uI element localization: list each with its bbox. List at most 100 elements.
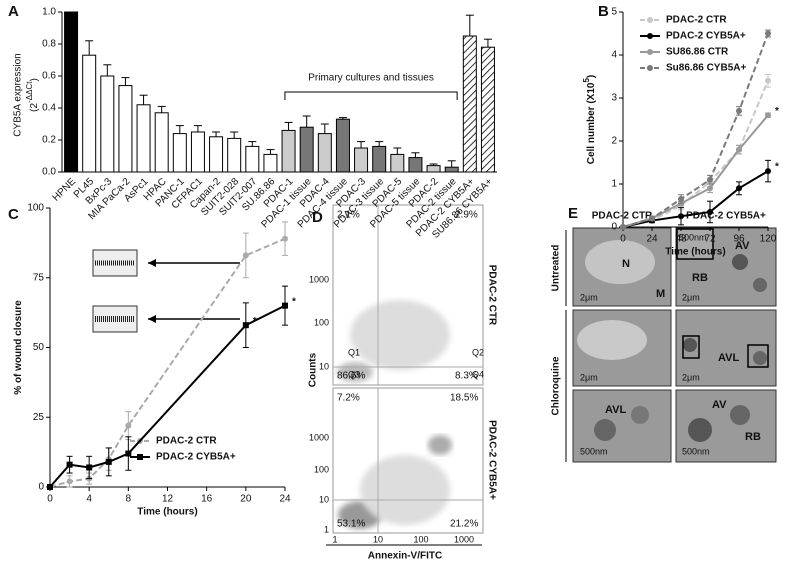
- legend-label: PDAC-2 CYB5A+: [156, 452, 236, 463]
- legend-label: PDAC-2 CYB5A+: [666, 31, 746, 42]
- quadrant-name: Q4: [472, 369, 484, 379]
- y-axis-title: Cell number (X105): [582, 75, 597, 165]
- bar: [480, 46, 495, 173]
- x-tick-label: 8: [126, 494, 132, 505]
- y-axis-title: % of wound closure: [13, 300, 24, 395]
- series-line: [622, 33, 769, 228]
- bar: [299, 126, 314, 173]
- panel-label: E: [568, 205, 578, 222]
- point: [282, 302, 288, 309]
- y-tick-label: 1: [324, 524, 329, 534]
- column-header: PDAC-2 CYB5A+: [686, 211, 766, 222]
- panel-label: C: [8, 206, 19, 223]
- bar: [263, 153, 278, 173]
- y-tick-label: 50: [33, 342, 45, 353]
- bar: [100, 75, 115, 173]
- scale-bar: 2μm: [580, 292, 598, 302]
- y-axis-title-part: 5: [582, 78, 591, 83]
- scale-bar: 500nm: [679, 232, 707, 242]
- legend-label: SU86.86 CTR: [666, 47, 729, 58]
- column-header: PDAC-2 CTR: [592, 211, 653, 222]
- x-tick-label: 24: [279, 494, 291, 505]
- quadrant-value: 18.5%: [450, 393, 478, 404]
- bar: [136, 104, 151, 173]
- quadrant-value: 2.9%: [455, 210, 478, 221]
- legend-marker: [137, 454, 143, 460]
- x-tick-label: 48: [675, 234, 687, 245]
- series-line: [622, 114, 769, 228]
- point: [86, 464, 93, 471]
- point: [765, 30, 771, 37]
- row-header: Untreated: [551, 245, 562, 292]
- image-label: M: [656, 288, 665, 300]
- bar: [227, 137, 242, 173]
- y-tick-label: 0.2: [42, 135, 56, 146]
- y-tick-label: 10: [319, 494, 329, 504]
- image-label: AV: [735, 240, 750, 252]
- bar: [372, 145, 387, 173]
- x-tick-label: 120: [760, 234, 777, 245]
- quadrant-value: 7.2%: [337, 393, 360, 404]
- point-label: *: [775, 106, 779, 117]
- quadrant-name: Q2: [472, 347, 484, 357]
- y-tick-label: 0.6: [42, 71, 56, 82]
- image-label: N: [622, 258, 630, 270]
- y-axis-title-part: Cell number (X10: [586, 82, 597, 164]
- quadrant-name: Q1: [348, 347, 360, 357]
- point: [66, 461, 73, 468]
- scale-bar: 500nm: [682, 446, 710, 456]
- point: [765, 168, 771, 175]
- x-tick-label: 1000: [454, 534, 474, 544]
- y-tick-label: 0: [611, 222, 617, 233]
- point: [125, 450, 132, 457]
- point: [707, 185, 713, 192]
- bar: [82, 54, 97, 173]
- y-tick-label: 4: [611, 50, 617, 61]
- image-label: AV: [712, 399, 727, 411]
- x-tick-label: 0: [47, 494, 53, 505]
- scale-bar: 2μm: [682, 372, 700, 382]
- point-label: *: [775, 162, 779, 173]
- point: [736, 146, 742, 153]
- panel-label: A: [8, 3, 19, 20]
- y-tick-label: 1000: [309, 274, 329, 284]
- series-line: [622, 80, 769, 228]
- y-axis-title: CYB5A expression: [13, 53, 24, 136]
- x-tick-label: 16: [201, 494, 213, 505]
- bar: [444, 166, 459, 173]
- series-line: [622, 170, 769, 228]
- legend-marker: [647, 17, 653, 23]
- y-tick-label: 1.0: [42, 7, 56, 18]
- annotation-bracket: [284, 91, 458, 100]
- point: [736, 107, 742, 114]
- y-tick-label: 0: [38, 482, 44, 493]
- scale-bar: 500nm: [580, 446, 608, 456]
- bar: [64, 11, 79, 173]
- point: [678, 196, 684, 203]
- bar: [335, 118, 350, 173]
- y-tick-label: 0.0: [42, 167, 56, 178]
- point: [765, 77, 771, 84]
- legend-marker: [647, 65, 653, 71]
- y-tick-label: 75: [33, 272, 45, 283]
- bar: [462, 35, 477, 173]
- scale-bar: 2μm: [682, 292, 700, 302]
- image-label: RB: [692, 272, 708, 284]
- x-axis-title: Time (hours): [137, 507, 197, 518]
- quadrant-value: 8.3%: [455, 371, 478, 382]
- y-tick-label: 10: [319, 361, 329, 371]
- bar: [390, 153, 405, 173]
- x-tick-label: 1: [332, 534, 337, 544]
- row-header: Chloroquine: [551, 356, 562, 415]
- point: [66, 478, 73, 485]
- point: [736, 185, 742, 192]
- point: [678, 213, 684, 220]
- x-tick-label: 96: [733, 234, 745, 245]
- x-tick-label: 0: [620, 234, 626, 245]
- x-tick-label: 100: [413, 534, 428, 544]
- x-tick-label: 24: [646, 234, 658, 245]
- legend-label: PDAC-2 CTR: [156, 436, 217, 447]
- y-tick-label: 25: [33, 412, 45, 423]
- micrograph: [572, 389, 672, 463]
